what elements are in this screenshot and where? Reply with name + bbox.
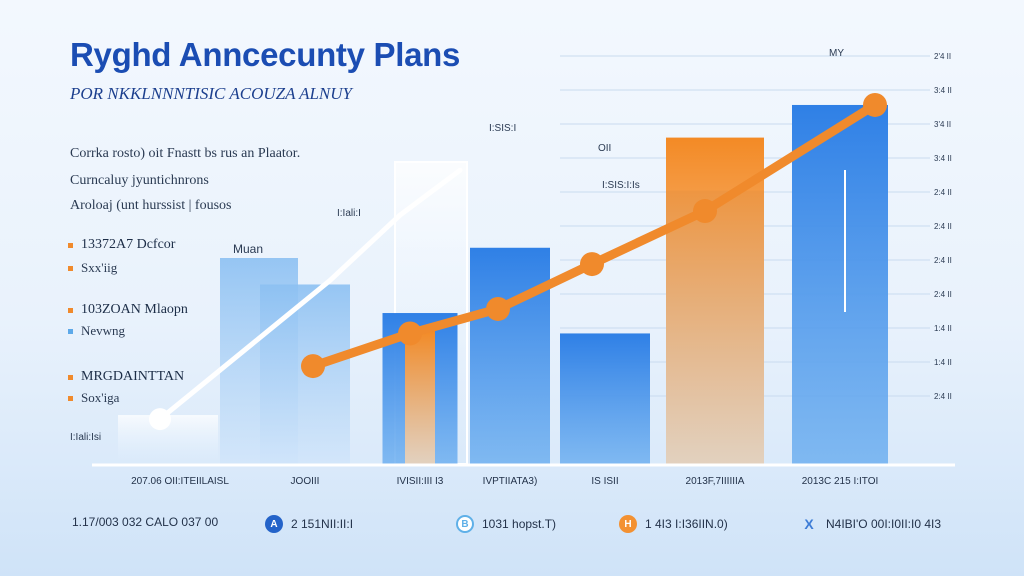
description-line: Curncaluy jyuntichnrons xyxy=(70,173,209,188)
line-point-orange xyxy=(693,199,717,224)
legend-label: Sox'iga xyxy=(81,390,120,405)
line-orange xyxy=(308,100,880,371)
legend-swatch xyxy=(68,242,73,248)
footer-label: 1.17/003 032 CALO 037 00 xyxy=(72,515,219,529)
x-tick-label: IVPTIIATA3) xyxy=(483,476,538,487)
legend-item: 103ZOAN Mlaopn xyxy=(68,302,188,318)
y-tick-label: 2:4 II xyxy=(934,222,952,231)
hourglass-icon: H xyxy=(619,515,637,533)
y-tick-label: 2:4 II xyxy=(934,256,952,265)
legend-swatch xyxy=(68,395,73,401)
y-tick-label: 2:4 II xyxy=(934,188,952,197)
y-tick-label: 2:4 II xyxy=(934,392,952,401)
footer-label: N4IBI'O 00I:I0II:I0 4I3 xyxy=(826,517,942,531)
footer-item: B 1031 hopst.T) xyxy=(456,515,556,533)
annotation-my: MY xyxy=(829,48,844,59)
y-tick-label: 3:4 II xyxy=(934,86,952,95)
footer-label: 2 151NII:II:I xyxy=(291,517,354,531)
line-point-white xyxy=(149,408,171,431)
legend-item: Sxx'iig xyxy=(68,260,117,276)
legend-item: Nevwng xyxy=(68,323,125,339)
y-tick-label: 2'4 II xyxy=(934,52,951,61)
page-subtitle: POR NKKLNNNTISIC ACOUZA ALNUY xyxy=(70,84,353,103)
axis-note: I:Iali:Isi xyxy=(70,432,102,443)
annotation-main: Muan xyxy=(233,242,264,256)
x-tick-label: 207.06 OII:ITEIILAISL xyxy=(131,476,229,487)
line-point-orange xyxy=(301,354,325,379)
x-tick-label: 2013F,7IIIIIIA xyxy=(686,476,745,487)
footer-item: X N4IBI'O 00I:I0II:I0 4I3 xyxy=(800,515,941,533)
legend-swatch xyxy=(68,265,73,271)
legend-item: MRGDAINTTAN xyxy=(68,369,184,385)
legend-swatch xyxy=(68,328,73,334)
y-tick-label: 3:4 II xyxy=(934,154,952,163)
y-tick-label: 3'4 II xyxy=(934,120,951,129)
line-point-orange xyxy=(863,92,887,117)
x-tick-label: IS ISII xyxy=(591,476,618,487)
annotation-label: I:SIS:I xyxy=(489,123,517,134)
footer-label: 1 4I3 I:I36IIN.0) xyxy=(645,517,728,531)
page-title: Ryghd Anncecunty Plans xyxy=(70,36,461,73)
legend-swatch xyxy=(68,374,73,380)
avatar-icon: A xyxy=(265,515,283,533)
bar-blue xyxy=(560,333,650,464)
line-point-orange xyxy=(580,252,604,277)
line-point-orange xyxy=(398,321,422,346)
legend-item: Sox'iga xyxy=(68,390,119,406)
close-icon: X xyxy=(804,516,814,532)
legend-label: MRGDAINTTAN xyxy=(81,369,185,384)
footer-item: A 2 151NII:II:I xyxy=(265,515,353,533)
legend-label: Sxx'iig xyxy=(81,260,118,275)
bar-blue xyxy=(792,104,888,465)
legend-label: 13372A7 Dcfcor xyxy=(81,237,176,252)
x-tick-label: JOOIII xyxy=(291,476,320,487)
info-icon: B xyxy=(456,515,474,533)
x-tick-label: 2013C 215 I:ITOI xyxy=(802,476,879,487)
bar-orange xyxy=(666,137,764,464)
annotation-label: I:Iali:I xyxy=(337,208,361,219)
line-white xyxy=(157,167,463,422)
bar-orange xyxy=(405,329,435,464)
description-line: Corrka rosto) oit Fnastt bs rus an Plaat… xyxy=(70,146,301,161)
footer-label: 1031 hopst.T) xyxy=(482,517,557,531)
footer-item: 1.17/003 032 CALO 037 00 xyxy=(72,515,218,529)
annotation-label: OII xyxy=(598,143,612,154)
annotation-label: I:SIS:I:Is xyxy=(602,180,640,191)
y-tick-label: 2:4 II xyxy=(934,290,952,299)
bar-blue xyxy=(470,247,550,464)
line-point-orange xyxy=(486,296,510,321)
y-tick-label: 1:4 II xyxy=(934,324,952,333)
y-tick-label: 1:4 II xyxy=(934,358,952,367)
description-line: Aroloaj (unt hurssist | fousos xyxy=(70,198,232,213)
footer-item: H 1 4I3 I:I36IIN.0) xyxy=(619,515,728,533)
legend-item: 13372A7 Dcfcor xyxy=(68,237,175,253)
legend-swatch xyxy=(68,307,73,313)
x-tick-label: IVISII:III I3 xyxy=(397,476,444,487)
legend-label: Nevwng xyxy=(81,323,126,338)
legend-label: 103ZOAN Mlaopn xyxy=(81,302,188,317)
